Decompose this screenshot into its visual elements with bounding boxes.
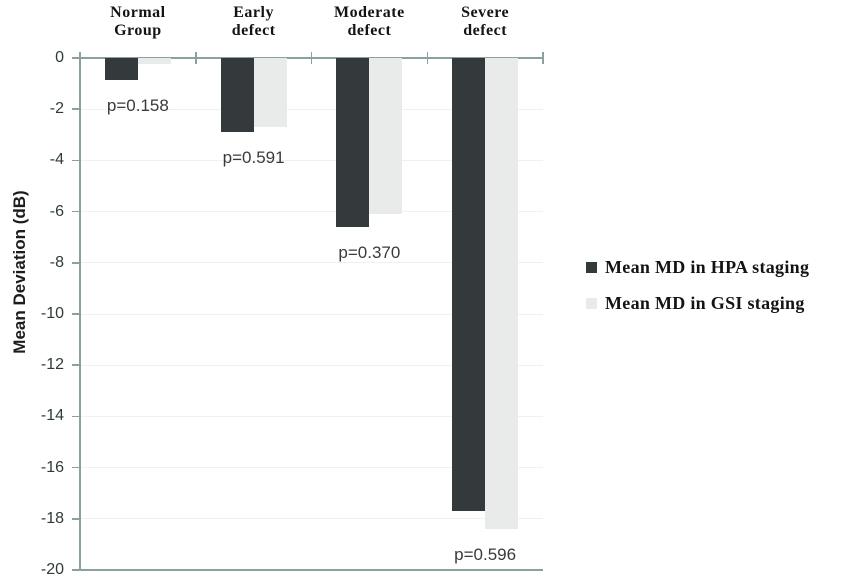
y-tick-label: -20 <box>40 561 64 578</box>
bottom-axis-line <box>80 569 543 571</box>
gridline <box>80 159 543 161</box>
bar-gsi-4 <box>485 58 519 530</box>
gridline <box>80 211 543 213</box>
y-tick-label: -8 <box>49 253 64 271</box>
y-tick-mark <box>72 518 80 520</box>
x-boundary-tick <box>542 52 544 64</box>
bar-gsi-2 <box>253 58 287 128</box>
gridline <box>80 518 543 520</box>
p-value-label: p=0.158 <box>106 95 169 115</box>
y-tick-label: -12 <box>40 356 64 374</box>
x-boundary-tick <box>195 52 197 64</box>
gridline <box>80 262 543 264</box>
p-value-label: p=0.591 <box>222 148 285 168</box>
y-tick-mark <box>72 108 80 110</box>
p-value-label: p=0.596 <box>454 545 517 565</box>
bar-gsi-3 <box>369 58 403 215</box>
y-tick-mark <box>72 57 80 59</box>
legend-item: Mean MD in HPA staging <box>586 257 809 278</box>
y-axis-line <box>79 52 81 570</box>
y-tick-label: -4 <box>49 151 64 169</box>
y-tick-mark <box>72 415 80 418</box>
y-tick-label: -2 <box>49 100 64 118</box>
x-boundary-tick <box>310 52 313 64</box>
y-tick-label: -10 <box>40 305 64 322</box>
y-tick-mark <box>72 262 80 264</box>
x-boundary-tick <box>426 52 428 64</box>
bar-hpa-3 <box>336 58 370 227</box>
gridline <box>80 467 543 469</box>
legend: Mean MD in HPA staging Mean MD in GSI sta… <box>586 257 809 329</box>
y-tick-mark <box>72 466 80 469</box>
legend-label: Mean MD in GSI staging <box>605 293 805 313</box>
category-label: Moderate defect <box>334 4 405 39</box>
y-tick-mark <box>72 364 80 366</box>
category-label: Early defect <box>231 4 276 39</box>
legend-item: Mean MD in GSI staging <box>586 293 809 314</box>
y-tick-mark <box>72 159 80 162</box>
gridline <box>80 364 543 366</box>
gridline <box>80 313 543 315</box>
y-tick-label: -14 <box>40 407 64 425</box>
p-value-label: p=0.370 <box>338 242 401 262</box>
legend-swatch-hpa <box>586 262 597 273</box>
y-tick-mark <box>72 569 80 571</box>
y-tick-label: -16 <box>40 458 64 476</box>
gridline <box>80 415 543 417</box>
y-tick-label: 0 <box>55 49 64 66</box>
y-tick-label: -18 <box>40 509 64 527</box>
y-tick-label: -6 <box>49 202 64 220</box>
category-label: Normal Group <box>110 4 166 39</box>
bar-hpa-4 <box>452 58 486 512</box>
gridline <box>80 108 543 110</box>
y-tick-mark <box>72 210 80 213</box>
legend-label: Mean MD in HPA staging <box>605 257 810 277</box>
category-label: Severe defect <box>461 4 510 39</box>
bar-hpa-2 <box>220 58 254 133</box>
legend-swatch-gsi <box>586 298 597 309</box>
bar-hpa-1 <box>104 58 138 80</box>
y-tick-mark <box>72 313 80 315</box>
bar-gsi-1 <box>137 58 171 65</box>
